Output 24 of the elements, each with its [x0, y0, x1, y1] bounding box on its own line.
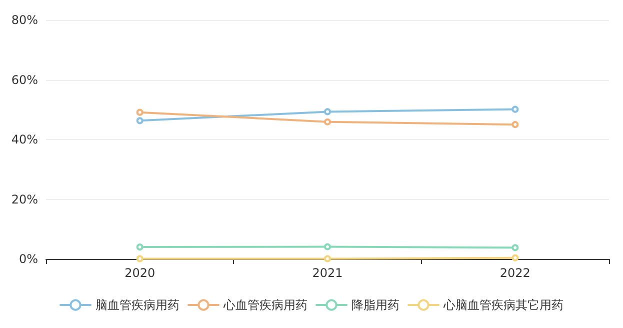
- legend-label: 降脂用药: [352, 298, 400, 312]
- x-tick-label: 2020: [124, 266, 156, 280]
- y-tick-label: 60%: [11, 72, 38, 87]
- x-tick-label: 2022: [500, 266, 530, 280]
- y-tick-label: 40%: [11, 132, 38, 146]
- point: [512, 106, 519, 113]
- point: [512, 254, 519, 262]
- point: [512, 121, 519, 128]
- legend-label: 脑血管疾病用药: [96, 298, 180, 312]
- point: [324, 243, 331, 250]
- y-tick-label: 80%: [11, 13, 38, 27]
- y-tick-label: 0%: [18, 252, 38, 266]
- point: [324, 118, 331, 126]
- point: [512, 244, 519, 252]
- y-tick-label: 20%: [11, 192, 38, 206]
- legend-label: 心脑血管疾病其它用药: [442, 298, 564, 312]
- point: [136, 255, 144, 262]
- legend-label: 心血管疾病用药: [222, 298, 308, 312]
- x-tick-label: 2021: [312, 266, 343, 280]
- point: [136, 108, 144, 116]
- point: [136, 117, 144, 124]
- point: [136, 244, 144, 251]
- point: [324, 255, 331, 262]
- point: [324, 108, 331, 116]
